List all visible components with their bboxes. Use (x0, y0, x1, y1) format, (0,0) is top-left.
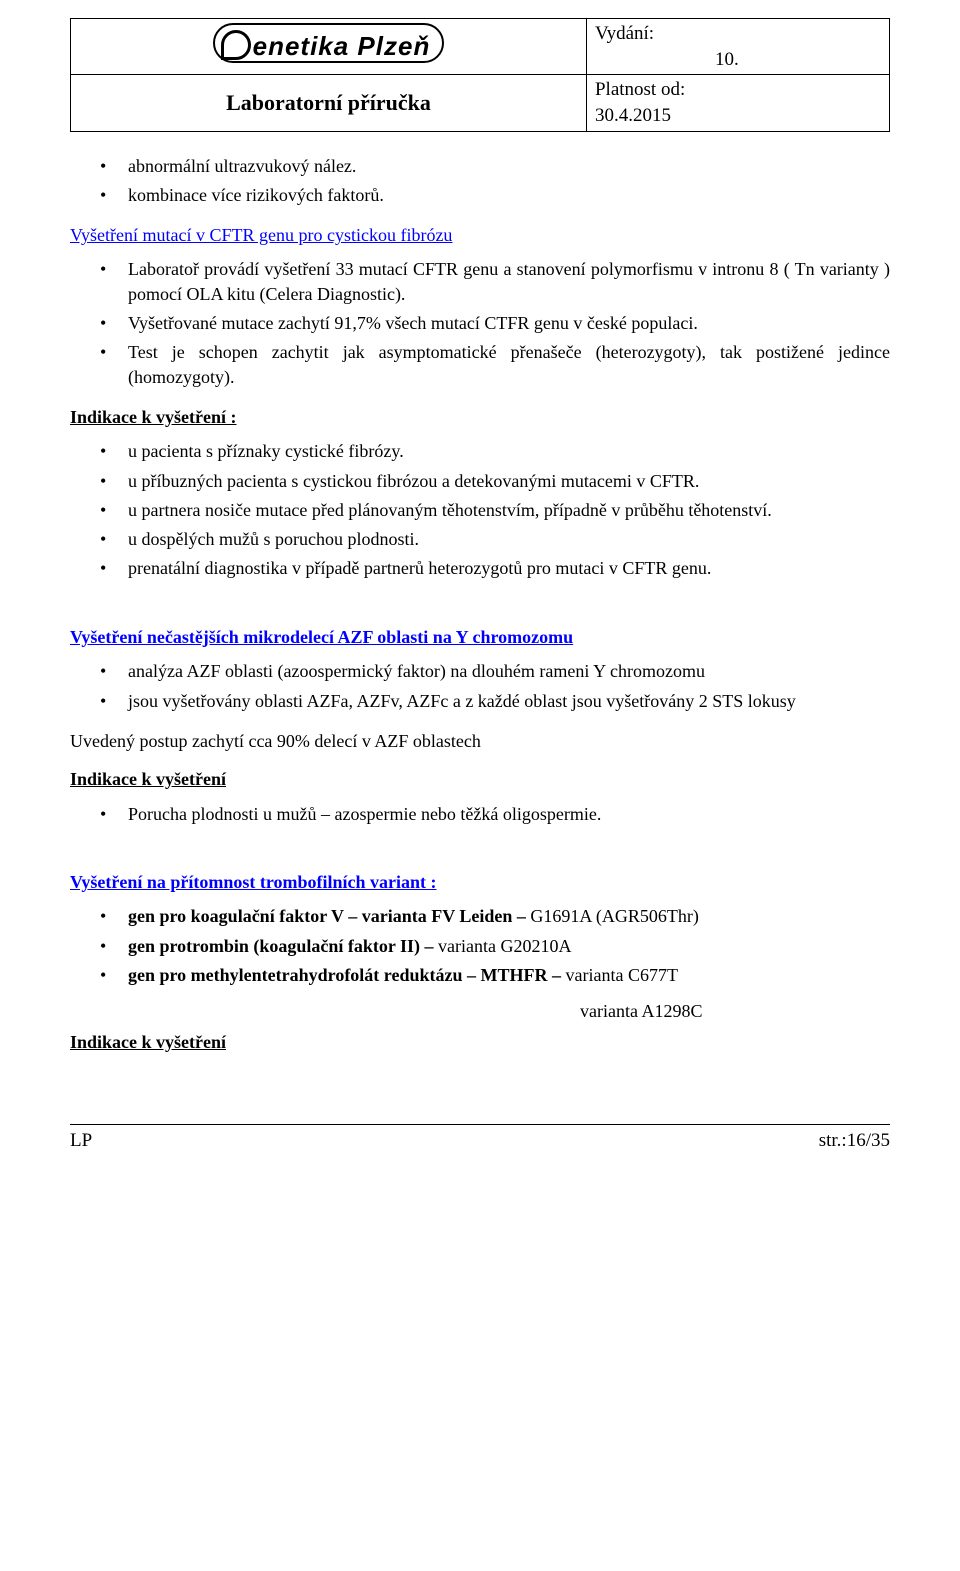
logo-text: enetika Plzeň (253, 31, 431, 61)
indication-2-title: Indikace k vyšetření (70, 767, 890, 791)
footer-left: LP (70, 1128, 92, 1154)
logo-g-icon (221, 30, 251, 60)
list-item: Laboratoř provádí vyšetření 33 mutací CF… (128, 257, 890, 306)
item-bold: gen pro methylentetrahydrofolát reduktáz… (128, 965, 565, 985)
indication-1-list: u pacienta s příznaky cystické fibrózy. … (70, 439, 890, 580)
azf-note: Uvedený postup zachytí cca 90% delecí v … (70, 729, 890, 753)
list-item: gen pro methylentetrahydrofolát reduktáz… (128, 963, 890, 987)
validity-date: 30.4.2015 (595, 103, 881, 129)
footer-right: str.:16/35 (819, 1128, 890, 1154)
company-logo: enetika Plzeň (213, 23, 445, 63)
list-item: jsou vyšetřovány oblasti AZFa, AZFv, AZF… (128, 689, 890, 713)
list-item: analýza AZF oblasti (azoospermický fakto… (128, 659, 890, 683)
list-item: prenatální diagnostika v případě partner… (128, 556, 890, 580)
doc-title: Laboratorní příručka (71, 75, 587, 131)
section-cftr-title: Vyšetření mutací v CFTR genu pro cystick… (70, 223, 890, 247)
indication-1-title: Indikace k vyšetření : (70, 405, 890, 429)
list-item: Test je schopen zachytit jak asymptomati… (128, 340, 890, 389)
variant-a1298c: varianta A1298C (70, 999, 890, 1023)
item-bold: gen protrombin (koagulační faktor II) – (128, 936, 438, 956)
list-item: u příbuzných pacienta s cystickou fibróz… (128, 469, 890, 493)
list-item: Porucha plodnosti u mužů – azospermie ne… (128, 802, 890, 826)
issue-label: Vydání: (595, 21, 881, 47)
item-rest: G1691A (AGR506Thr) (530, 906, 699, 926)
list-item: abnormální ultrazvukový nález. (128, 154, 890, 178)
cftr-list: Laboratoř provádí vyšetření 33 mutací CF… (70, 257, 890, 388)
section-thromb-title: Vyšetření na přítomnost trombofilních va… (70, 870, 890, 894)
validity-label: Platnost od: (595, 77, 881, 103)
page-footer: LP str.:16/35 (70, 1124, 890, 1154)
list-item: u pacienta s příznaky cystické fibrózy. (128, 439, 890, 463)
azf-list: analýza AZF oblasti (azoospermický fakto… (70, 659, 890, 713)
issue-number: 10. (595, 47, 881, 73)
indication-3-title: Indikace k vyšetření (70, 1030, 890, 1054)
item-rest: varianta G20210A (438, 936, 571, 956)
issue-cell: Vydání: 10. (586, 19, 889, 75)
validity-cell: Platnost od: 30.4.2015 (586, 75, 889, 131)
item-rest: varianta C677T (565, 965, 677, 985)
item-bold: gen pro koagulační faktor V – varianta F… (128, 906, 530, 926)
document-header: enetika Plzeň Vydání: 10. Laboratorní př… (70, 18, 890, 132)
thromb-list: gen pro koagulační faktor V – varianta F… (70, 904, 890, 987)
list-item: gen pro koagulační faktor V – varianta F… (128, 904, 890, 928)
list-item: u dospělých mužů s poruchou plodnosti. (128, 527, 890, 551)
list-item: gen protrombin (koagulační faktor II) – … (128, 934, 890, 958)
indication-2-list: Porucha plodnosti u mužů – azospermie ne… (70, 802, 890, 826)
intro-list: abnormální ultrazvukový nález. kombinace… (70, 154, 890, 208)
logo-cell: enetika Plzeň (71, 19, 587, 75)
list-item: kombinace více rizikových faktorů. (128, 183, 890, 207)
section-azf-title: Vyšetření nečastějších mikrodelecí AZF o… (70, 625, 890, 649)
list-item: Vyšetřované mutace zachytí 91,7% všech m… (128, 311, 890, 335)
list-item: u partnera nosiče mutace před plánovaným… (128, 498, 890, 522)
